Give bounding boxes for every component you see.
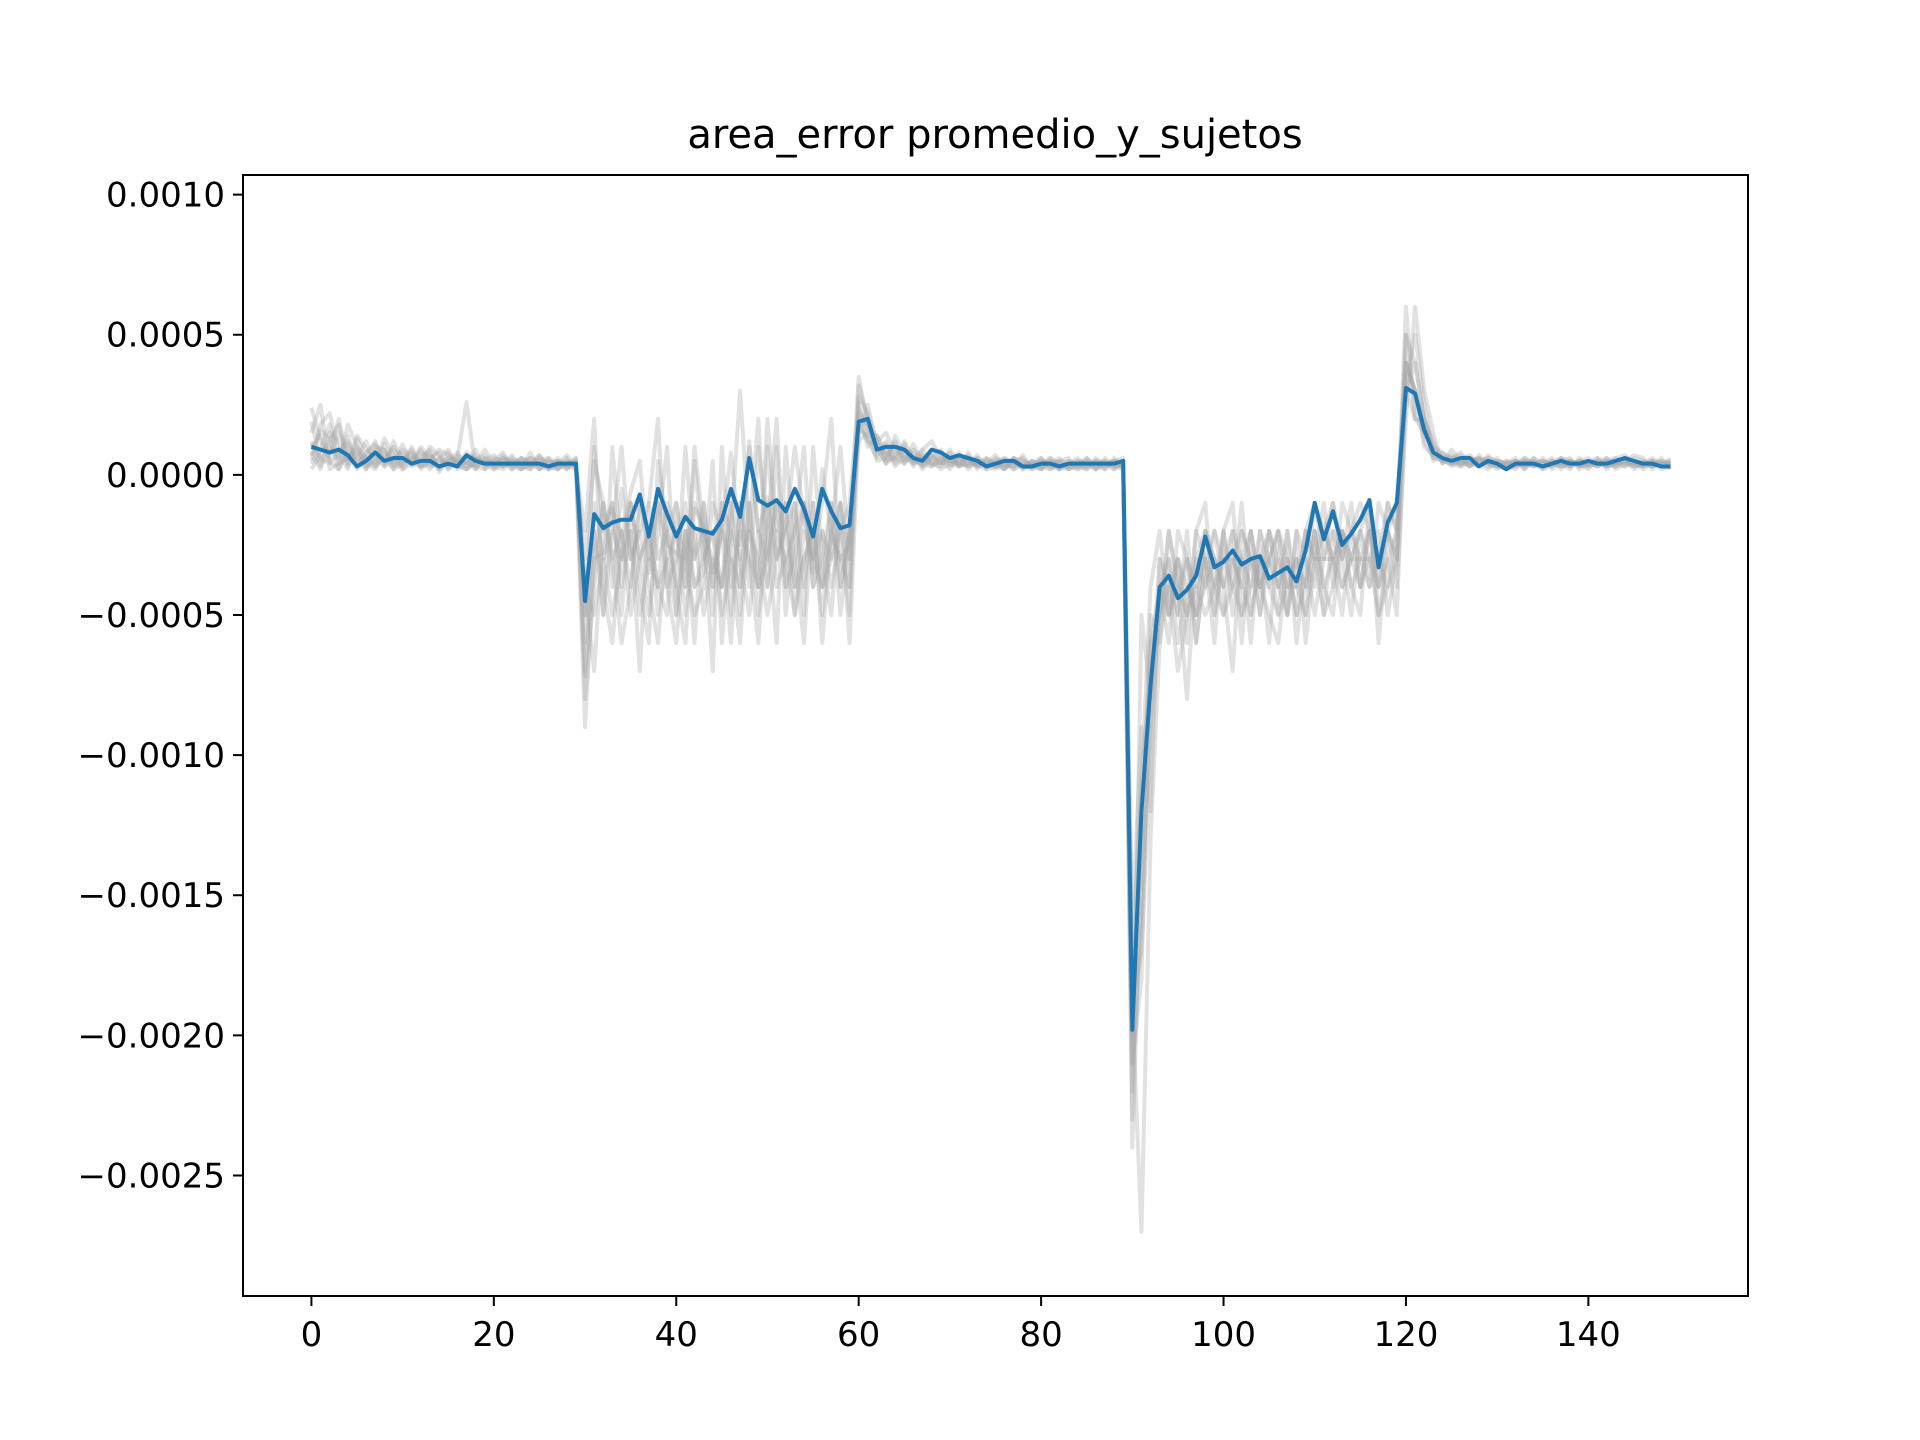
subject-line-1 [309, 332, 1672, 1094]
x-axis: 0 20 40 60 80 100 120 140 [301, 1296, 1621, 1355]
x-tick-label: 120 [1374, 1315, 1439, 1355]
subject-line-3 [309, 360, 1673, 1122]
plot-frame [242, 174, 1749, 1297]
y-axis: 0.0010 0.0005 0.0000 −0.0005 −0.0010 −0.0015 −… [78, 176, 243, 1196]
x-tick-label: 0 [301, 1315, 323, 1355]
subject-line-2 [309, 304, 1672, 954]
mean-line-layer [310, 385, 1671, 1032]
mean-line [310, 385, 1671, 1032]
x-tick-label: 40 [655, 1315, 698, 1355]
x-tick-label: 100 [1191, 1315, 1256, 1355]
subject-lines [309, 304, 1673, 1234]
x-tick-label: 20 [472, 1315, 515, 1355]
y-tick-label: −0.0015 [78, 876, 225, 916]
subject-line-6 [309, 388, 1672, 926]
chart-title: area_error promedio_y_sujetos [687, 112, 1302, 158]
y-tick-label: −0.0010 [78, 736, 225, 776]
x-tick-label: 140 [1556, 1315, 1621, 1355]
y-tick-label: −0.0020 [78, 1016, 225, 1056]
y-tick-label: 0.0005 [106, 316, 225, 356]
y-tick-label: 0.0010 [106, 176, 225, 216]
subject-line-5 [309, 304, 1672, 1066]
y-tick-label: −0.0005 [78, 596, 225, 636]
y-tick-label: 0.0000 [106, 456, 225, 496]
x-tick-label: 80 [1019, 1315, 1062, 1355]
subject-line-10 [309, 360, 1672, 1150]
subject-line-9 [309, 332, 1672, 1010]
y-tick-label: −0.0025 [78, 1156, 225, 1196]
x-tick-label: 60 [837, 1315, 880, 1355]
